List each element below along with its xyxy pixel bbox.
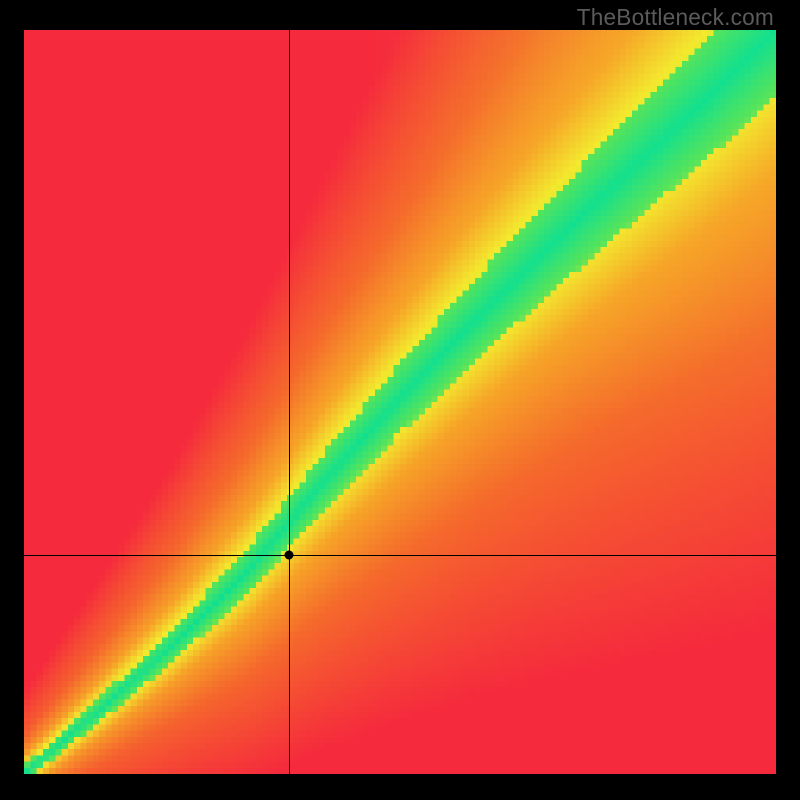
stage: TheBottleneck.com bbox=[0, 0, 800, 800]
bottleneck-heatmap bbox=[24, 30, 776, 774]
crosshair-horizontal-line bbox=[24, 555, 776, 556]
crosshair-vertical-line bbox=[289, 30, 290, 774]
crosshair-marker bbox=[284, 550, 293, 559]
watermark-text: TheBottleneck.com bbox=[577, 4, 774, 31]
